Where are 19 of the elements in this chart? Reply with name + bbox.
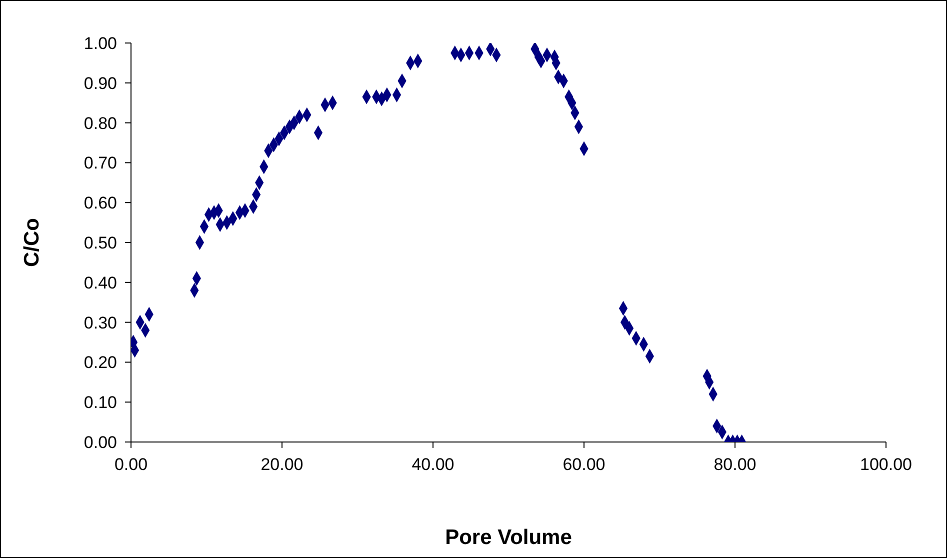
y-tick-label: 0.30 <box>84 313 117 332</box>
x-tick-label: 60.00 <box>562 455 606 474</box>
y-tick-label: 0.70 <box>84 154 117 173</box>
x-tick-label: 0.00 <box>114 455 148 474</box>
y-axis-title: C/Co <box>20 218 44 267</box>
y-tick-label: 0.00 <box>84 433 117 452</box>
y-tick-label: 0.60 <box>84 194 117 213</box>
y-tick-label: 0.20 <box>84 353 117 372</box>
x-tick-label: 100.00 <box>860 455 912 474</box>
y-tick-label: 0.80 <box>84 114 117 133</box>
y-tick-label: 0.40 <box>84 273 117 292</box>
x-tick-label: 80.00 <box>714 455 756 474</box>
x-axis-title: Pore Volume <box>445 526 572 549</box>
y-tick-label: 0.10 <box>84 393 117 412</box>
x-tick-label: 40.00 <box>412 455 454 474</box>
x-tick-label: 20.00 <box>260 455 304 474</box>
y-tick-label: 0.50 <box>84 234 117 253</box>
y-tick-label: 0.90 <box>84 74 117 93</box>
y-tick-label: 1.00 <box>84 34 117 54</box>
